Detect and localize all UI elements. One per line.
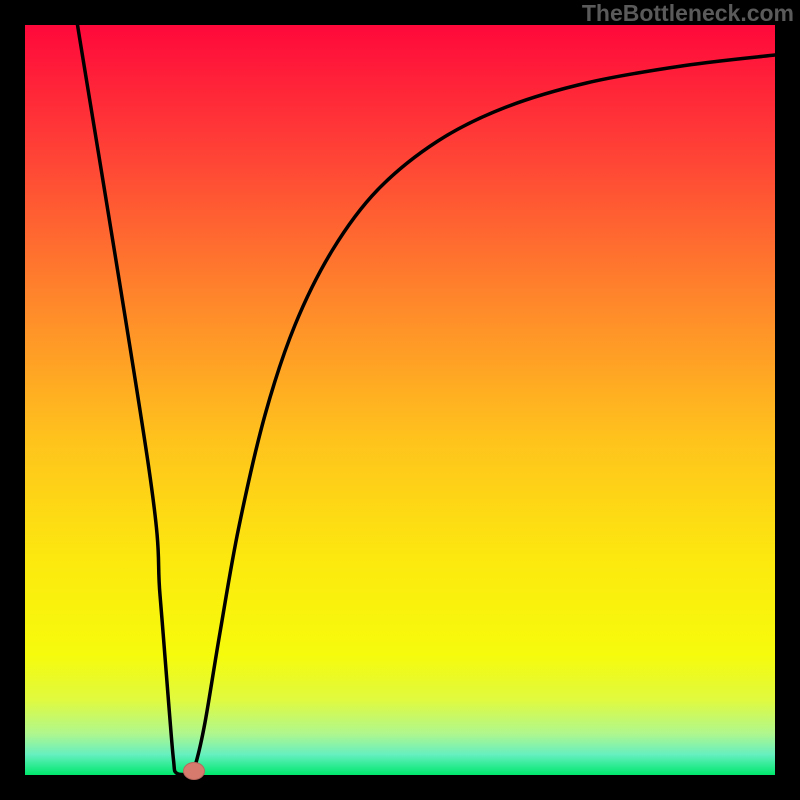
- curve-layer: [25, 25, 775, 775]
- chart-stage: TheBottleneck.com: [0, 0, 800, 800]
- minimum-marker: [183, 762, 205, 780]
- attribution-text: TheBottleneck.com: [582, 0, 794, 27]
- bottleneck-curve: [78, 25, 776, 774]
